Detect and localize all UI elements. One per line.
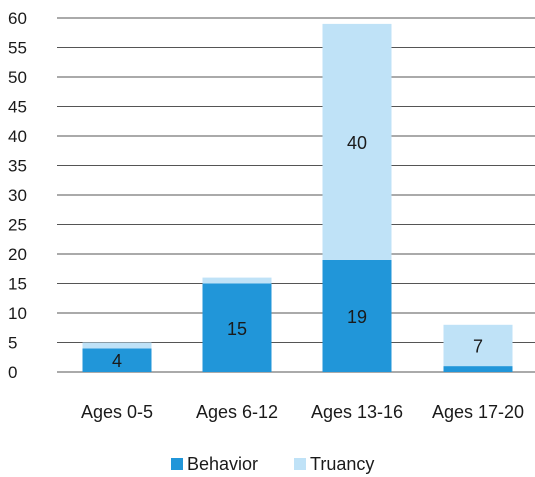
data-label-truancy-4: 7: [473, 336, 483, 356]
y-tick-label: 35: [8, 157, 27, 176]
legend-label-behavior: Behavior: [187, 454, 258, 474]
bar-behavior-2: [202, 283, 272, 372]
bar-truancy-4: [443, 324, 513, 367]
y-axis-tick-labels: 0 5 10 15 20 25 30 35 40 45 50 55 60: [8, 9, 27, 382]
x-category-label: Ages 6-12: [196, 402, 278, 422]
x-category-label: Ages 0-5: [81, 402, 153, 422]
y-tick-label: 5: [8, 334, 17, 353]
data-label-behavior-3: 19: [347, 307, 367, 327]
bar-truancy-1: [82, 342, 152, 349]
y-tick-label: 50: [8, 68, 27, 87]
legend: Behavior Truancy: [171, 454, 374, 474]
y-tick-label: 0: [8, 363, 17, 382]
y-tick-label: 20: [8, 245, 27, 264]
legend-swatch-truancy: [294, 458, 306, 470]
x-category-label: Ages 13-16: [311, 402, 403, 422]
y-tick-label: 45: [8, 98, 27, 117]
data-labels: 4 15 19 40 7: [112, 133, 483, 371]
y-tick-label: 25: [8, 216, 27, 235]
legend-label-truancy: Truancy: [310, 454, 374, 474]
y-tick-label: 55: [8, 39, 27, 58]
y-tick-label: 10: [8, 304, 27, 323]
y-tick-label: 15: [8, 275, 27, 294]
y-tick-label: 40: [8, 127, 27, 146]
x-category-label: Ages 17-20: [432, 402, 524, 422]
y-tick-label: 30: [8, 186, 27, 205]
bar-behavior-1: [82, 348, 152, 372]
y-tick-label: 60: [8, 9, 27, 28]
bar-behavior-4: [443, 366, 513, 372]
bar-truancy-3: [322, 23, 392, 260]
bar-behavior-3: [322, 259, 392, 372]
gridlines: [57, 17, 535, 373]
legend-swatch-behavior: [171, 458, 183, 470]
data-label-behavior-1: 4: [112, 351, 122, 371]
data-label-behavior-2: 15: [227, 319, 247, 339]
bar-truancy-2: [202, 277, 272, 284]
x-axis-category-labels: Ages 0-5 Ages 6-12 Ages 13-16 Ages 17-20: [81, 402, 524, 422]
bars: [82, 23, 513, 372]
data-label-truancy-3: 40: [347, 133, 367, 153]
